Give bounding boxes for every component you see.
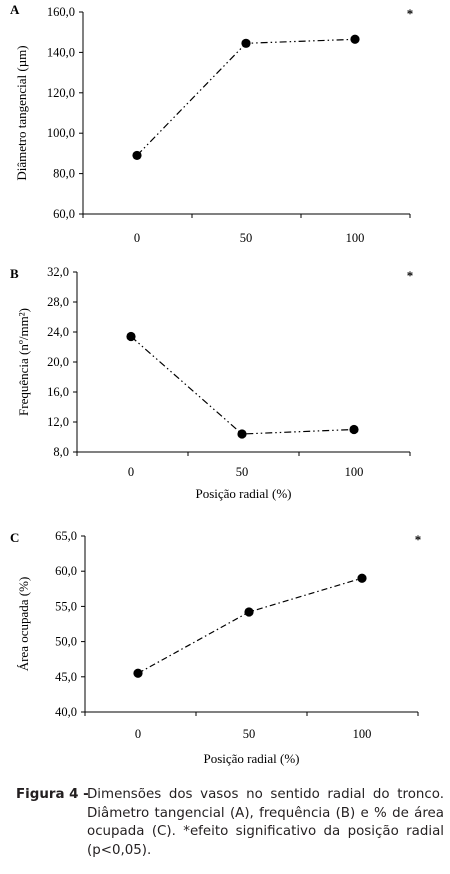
panel-b-data-point — [349, 424, 359, 435]
panel-a-y-tick-label: 60,0 — [53, 207, 75, 221]
panel-a-y-tick-label: 100,0 — [47, 126, 75, 140]
panel-a-x-tick-label: 50 — [240, 231, 253, 245]
panel-b-x-tick-label: 50 — [236, 465, 249, 479]
panel-c-y-axis-label: Área ocupada (%) — [16, 577, 31, 672]
panel-b-y-tick-label: 24,0 — [47, 325, 69, 339]
panel-c-x-tick-label: 50 — [243, 727, 256, 741]
panel-b-label: B — [10, 266, 19, 281]
panel-b-significance-marker: * — [407, 268, 414, 283]
panel-a-series-line — [136, 38, 356, 156]
panel-a-x-tick-label: 0 — [134, 231, 140, 245]
panel-c-significance-marker: * — [415, 532, 422, 547]
panel-c-y-tick-label: 60,0 — [55, 564, 77, 578]
panel-c-data-point — [244, 607, 254, 617]
panel-a-y-tick-label: 140,0 — [47, 45, 75, 59]
panel-b-series-line — [130, 336, 355, 435]
caption-text: Dimensões dos vasos no sentido radial do… — [87, 787, 444, 858]
panel-b-y-tick-label: 8,0 — [53, 445, 69, 459]
panel-c-data-point — [357, 573, 367, 583]
panel-c-x-axis-label: Posição radial (%) — [203, 751, 299, 766]
panel-a-data-point — [350, 34, 360, 44]
figure-caption: Figura 4 - Dimensões dos vasos no sentid… — [16, 786, 444, 860]
panel-c-y-tick-label: 40,0 — [55, 705, 77, 719]
panel-c-y-tick-label: 55,0 — [55, 599, 77, 613]
panel-c-x-tick-label: 0 — [135, 727, 141, 741]
panel-b-y-tick-label: 28,0 — [47, 295, 69, 309]
panel-b-x-tick-label: 100 — [345, 465, 364, 479]
panel-b-y-axis-label: Frequência (nº/mm²) — [16, 308, 31, 416]
panel-b-data-point — [237, 429, 247, 439]
panel-a-data-point — [132, 150, 142, 161]
panel-b-data-point — [126, 331, 136, 342]
panel-c-series-line — [137, 577, 363, 674]
panel-a-y-tick-label: 120,0 — [47, 86, 75, 100]
panel-c-x-tick-label: 100 — [353, 727, 372, 741]
panel-b-y-tick-label: 16,0 — [47, 385, 69, 399]
panel-a-y-axis-label: Diâmetro tangencial (µm) — [14, 45, 29, 180]
panel-b-x-axis-label: Posição radial (%) — [195, 486, 291, 501]
panel-b-y-tick-label: 12,0 — [47, 415, 69, 429]
panel-a-significance-marker: * — [407, 6, 414, 21]
panel-b-x-tick-label: 0 — [128, 465, 134, 479]
panel-a-y-tick-label: 160,0 — [47, 5, 75, 19]
panel-c-y-tick-label: 65,0 — [55, 529, 77, 543]
panel-a-data-point — [241, 38, 251, 48]
panel-b-y-tick-label: 32,0 — [47, 265, 69, 279]
caption-label: Figura 4 - — [16, 787, 89, 802]
panel-a-y-tick-label: 80,0 — [53, 167, 75, 181]
panel-b-y-tick-label: 20,0 — [47, 355, 69, 369]
panel-a-label: A — [10, 2, 20, 17]
panel-a-x-tick-label: 100 — [346, 231, 365, 245]
panel-c-data-point — [133, 668, 143, 678]
panel-c-y-tick-label: 50,0 — [55, 635, 77, 649]
panel-c-label: C — [10, 530, 19, 545]
figure-charts: 60,0 80,0 100,0 120,0 140,0 160,0 0 50 100 A * Diâm… — [10, 2, 422, 766]
panel-c-y-tick-label: 45,0 — [55, 670, 77, 684]
